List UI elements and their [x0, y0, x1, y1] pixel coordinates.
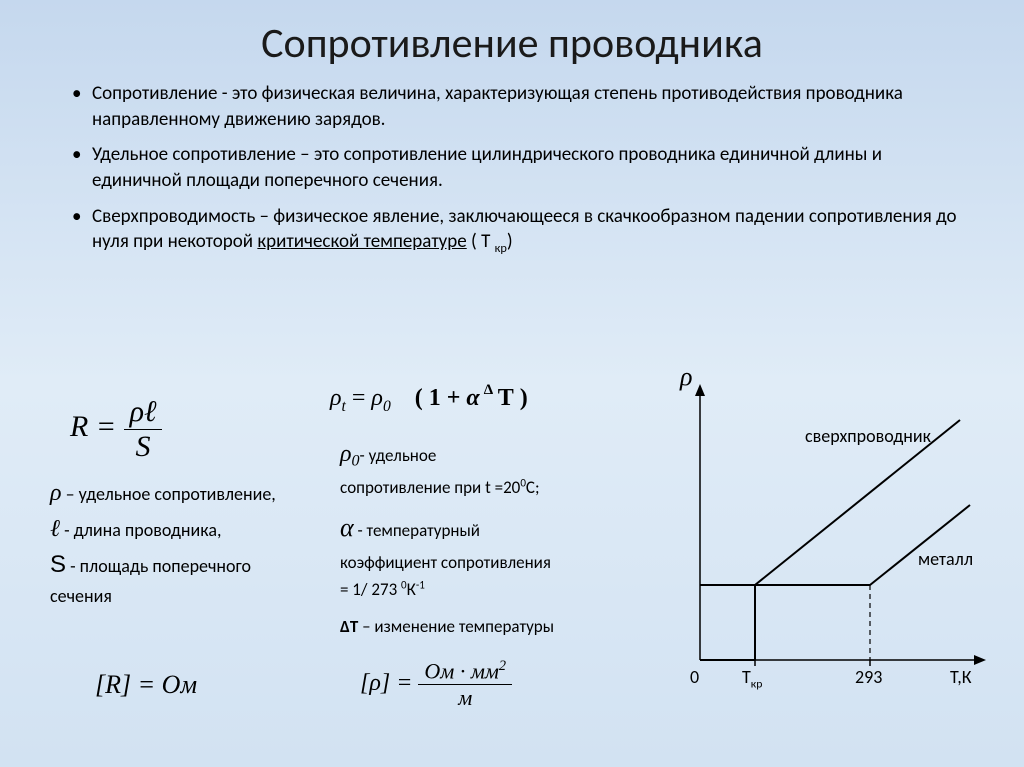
frac-num-rhol: ρℓ	[124, 395, 163, 430]
rho-unit-num-sup: 2	[499, 658, 506, 674]
bullet-3-tail: ( Т	[467, 230, 495, 253]
bullet-3-lead: Сверхпроводимость – физическое явление, …	[92, 205, 957, 254]
S-symbol: S	[50, 551, 66, 578]
rho-symbol: ρ	[50, 480, 62, 506]
graph-x0: 0	[690, 666, 699, 688]
alpha-sym: α	[340, 513, 354, 542]
graph-ylabel: ρ	[680, 362, 692, 392]
rho0-sym: ρ	[340, 441, 352, 467]
rho-def-text: – удельное сопротивление,	[62, 483, 276, 505]
R-unit-text: [R] = Ом	[95, 670, 197, 699]
rho-unit-num: Ом · мм	[424, 658, 499, 683]
mid-definitions: ρ0- удельное сопротивление при t =200С; …	[340, 435, 640, 640]
rho0-def2: сопротивление при t =20	[340, 477, 520, 498]
alpha-def1: - температурный	[354, 520, 480, 541]
bullet-2: Удельное сопротивление – это сопротивлен…	[72, 142, 964, 193]
bullet-3-close: )	[507, 230, 513, 253]
rho-unit-formula: [ρ] = Ом · мм2 м	[360, 658, 512, 711]
l-symbol: ℓ	[50, 516, 60, 542]
deltaT-sym: ΔТ	[340, 616, 358, 637]
slide-title: Сопротивление проводника	[0, 0, 1024, 81]
graph-metal-label: металл	[918, 548, 973, 570]
graph-xlabel: Т,К	[950, 666, 972, 688]
rhot-0: 0	[383, 398, 391, 415]
left-definitions: ρ – удельное сопротивление, ℓ - длина пр…	[50, 475, 310, 610]
rhot-eq: =	[352, 385, 366, 411]
bullet-3: Сверхпроводимость – физическое явление, …	[72, 204, 964, 258]
rho-unit-den: м	[418, 685, 512, 711]
rho0-sub: 0	[352, 452, 360, 469]
alpha-def3-tail: К	[407, 579, 416, 600]
alpha-def2: коэффициент сопротивления	[340, 552, 551, 573]
resistivity-graph: ρ сверхпроводник металл 0 Ткр 293 Т,К	[660, 370, 990, 700]
alpha-def3: = 1/ 273	[340, 579, 401, 600]
graph-293: 293	[855, 666, 882, 688]
rho-unit-l: [ρ] =	[360, 670, 412, 696]
frac-den-S: S	[124, 430, 163, 464]
resistance-formula: R = ρℓ S	[70, 395, 310, 464]
rho-t-formula: ρt = ρ0 ( 1 + α TΔ )	[330, 385, 640, 416]
deltaT-def: – изменение температуры	[358, 616, 554, 637]
R-unit-formula: [R] = Ом	[95, 670, 197, 700]
bullet-list: Сопротивление - это физическая величина,…	[0, 81, 1024, 258]
rhot-paren: ( 1 + α TΔ )	[397, 385, 528, 411]
R-equals: R =	[70, 410, 116, 443]
graph-super-label: сверхпроводник	[805, 425, 931, 447]
bullet-3-underline: критической температуре	[257, 230, 466, 253]
formula-area: R = ρℓ S ρ – удельное сопротивление, ℓ -…	[0, 380, 1024, 760]
S-def-text: - площадь поперечного сечения	[50, 555, 251, 607]
bullet-1: Сопротивление - это физическая величина,…	[72, 81, 964, 132]
alpha-def3-sup2: -1	[416, 577, 425, 591]
rhot-t: t	[342, 398, 346, 415]
graph-tkr: Ткр	[742, 666, 762, 692]
rhot-rho0: ρ	[371, 385, 383, 411]
bullet-3-sub: кр	[495, 241, 507, 256]
rhot-rho: ρ	[330, 385, 342, 411]
rho0-def1: удельное	[365, 445, 437, 466]
rho0-def2-tail: С;	[526, 477, 540, 498]
l-def-text: - длина проводника,	[64, 519, 221, 541]
